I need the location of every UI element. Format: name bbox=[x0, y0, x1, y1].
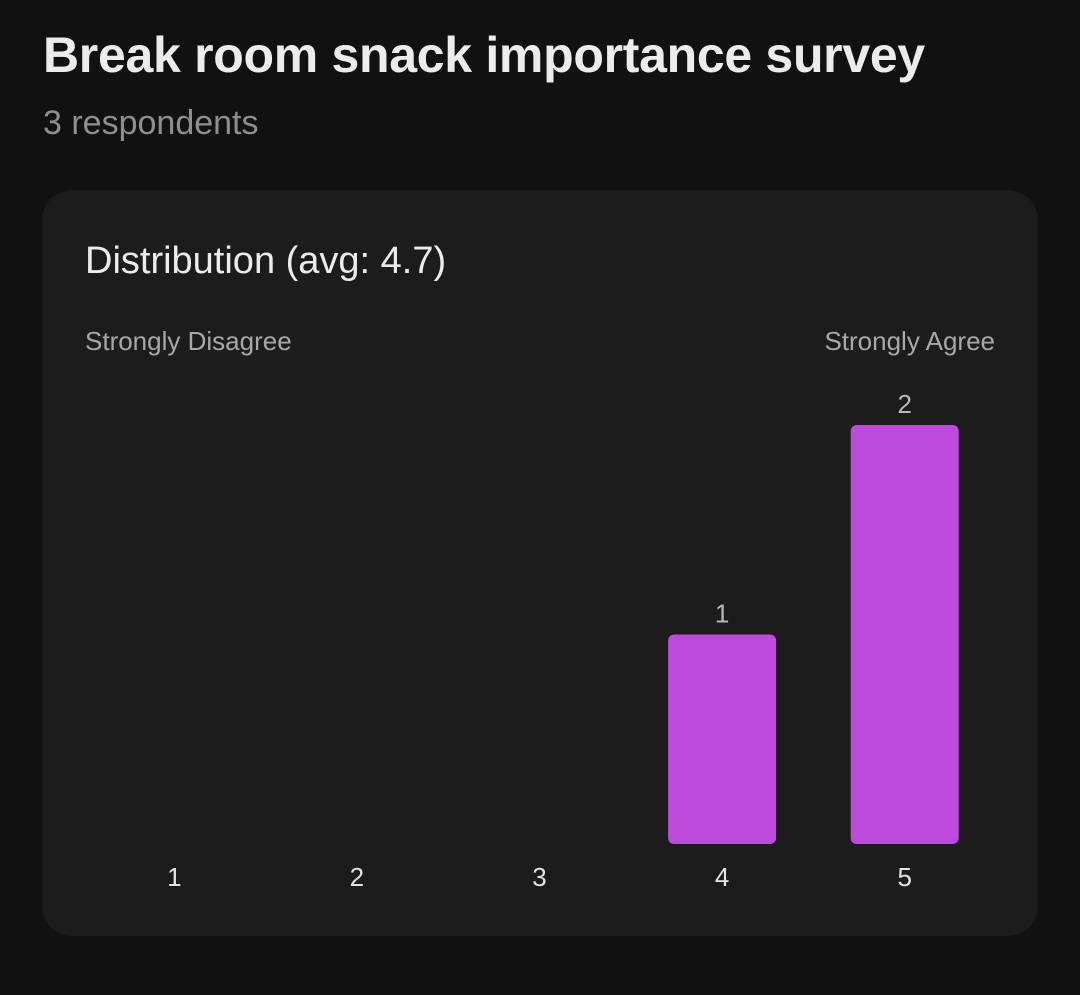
respondent-count: 3 respondents bbox=[43, 104, 259, 142]
x-tick-label-3: 3 bbox=[532, 862, 546, 892]
bar-4 bbox=[668, 634, 777, 844]
distribution-card: Distribution (avg: 4.7) Strongly Disagre… bbox=[42, 190, 1038, 936]
distribution-chart: 1 2 3 1 4 2 5 bbox=[167, 389, 959, 892]
bar-value-label-5: 2 bbox=[897, 389, 911, 419]
scale-min-label: Strongly Disagree bbox=[85, 326, 292, 356]
x-tick-label-5: 5 bbox=[897, 862, 911, 892]
page-title: Break room snack importance survey bbox=[43, 27, 925, 83]
x-tick-label-2: 2 bbox=[350, 862, 364, 892]
bar-5 bbox=[850, 425, 959, 844]
distribution-title: Distribution (avg: 4.7) bbox=[85, 240, 447, 282]
scale-max-label: Strongly Agree bbox=[824, 326, 995, 356]
x-tick-label-1: 1 bbox=[167, 862, 181, 892]
x-tick-label-4: 4 bbox=[715, 862, 729, 892]
bar-value-label-4: 1 bbox=[715, 599, 729, 629]
